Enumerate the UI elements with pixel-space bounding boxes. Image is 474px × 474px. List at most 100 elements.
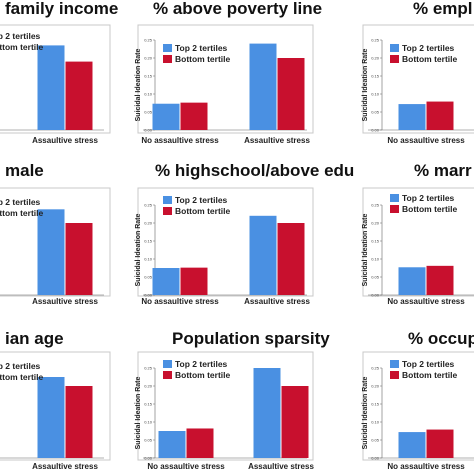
bar-bottom-tertile — [277, 58, 305, 130]
bar-bottom-tertile — [65, 386, 93, 458]
category-label: No assaultive stress — [387, 297, 465, 306]
bar-top-2-tertiles — [398, 432, 426, 458]
bar-top-2-tertiles — [158, 431, 186, 458]
y-tick-label: 0.15 — [371, 239, 380, 244]
bar-bottom-tertile — [426, 265, 454, 295]
y-tick-label: 0.05 — [371, 275, 380, 280]
panel-title: % highschool/above edu — [155, 161, 355, 180]
y-tick-label: 0.15 — [144, 402, 153, 407]
legend-label-bottom-tertile: Bottom tertile — [175, 54, 231, 64]
category-label: Assaultive stress — [248, 462, 314, 471]
bar-bottom-tertile — [65, 223, 93, 295]
y-axis-label: Suicidal Ideation Rate — [135, 49, 142, 122]
category-label: No assaultive stress — [387, 136, 465, 145]
legend-swatch-top-2-tertiles — [390, 44, 399, 52]
y-tick-label: 0.10 — [371, 420, 380, 425]
y-tick-label: 0.20 — [371, 221, 380, 226]
bar-bottom-tertile — [426, 429, 454, 458]
y-tick-label: 0.05 — [371, 110, 380, 115]
y-tick-label: 0.10 — [371, 257, 380, 262]
legend-label-bottom-tertile: Bottom tertile — [402, 370, 458, 380]
legend-label-top-2-tertiles: Top 2 tertiles — [402, 359, 455, 369]
y-tick-label: 0.25 — [144, 366, 153, 371]
bar-top-2-tertiles — [37, 377, 65, 458]
legend-label-bottom-tertile: Bottom tertile — [402, 54, 458, 64]
y-axis-label: Suicidal Ideation Rate — [135, 214, 142, 287]
y-axis-label: Suicidal Ideation Rate — [362, 49, 369, 122]
y-tick-label: 0.15 — [371, 74, 380, 79]
legend-swatch-bottom-tertile — [163, 371, 172, 379]
category-label: Assaultive stress — [32, 462, 98, 471]
bar-top-2-tertiles — [37, 45, 65, 130]
category-label: Assaultive stress — [244, 297, 310, 306]
bar-bottom-tertile — [281, 386, 309, 458]
bar-top-2-tertiles — [249, 215, 277, 295]
legend-label-top-2-tertiles: Top 2 tertiles — [175, 195, 228, 205]
legend-label-bottom-tertile: Bottom tertile — [175, 206, 231, 216]
legend-swatch-top-2-tertiles — [163, 196, 172, 204]
category-label: Assaultive stress — [32, 136, 98, 145]
legend-swatch-top-2-tertiles — [390, 360, 399, 368]
legend-swatch-bottom-tertile — [390, 55, 399, 63]
legend-swatch-top-2-tertiles — [390, 194, 399, 202]
bar-bottom-tertile — [180, 102, 208, 130]
legend-swatch-bottom-tertile — [163, 207, 172, 215]
category-label: No assaultive stress — [141, 136, 219, 145]
legend-label-top-2-tertiles: Top 2 tertiles — [0, 31, 41, 41]
legend-swatch-bottom-tertile — [163, 55, 172, 63]
y-axis-label: Suicidal Ideation Rate — [362, 377, 369, 450]
bar-bottom-tertile — [186, 428, 214, 458]
category-label: No assaultive stress — [387, 462, 465, 471]
y-tick-label: 0.15 — [144, 74, 153, 79]
bar-bottom-tertile — [426, 101, 454, 130]
bar-top-2-tertiles — [249, 43, 277, 130]
panel-title: male — [5, 161, 44, 180]
y-tick-label: 0.15 — [144, 239, 153, 244]
y-axis-label: Suicidal Ideation Rate — [362, 214, 369, 287]
y-tick-label: 0.25 — [371, 38, 380, 43]
bar-top-2-tertiles — [398, 104, 426, 130]
bar-bottom-tertile — [65, 61, 93, 130]
y-tick-label: 0.20 — [144, 56, 153, 61]
y-tick-label: 0.20 — [144, 384, 153, 389]
legend-label-top-2-tertiles: Top 2 tertiles — [402, 43, 455, 53]
y-tick-label: 0.25 — [371, 366, 380, 371]
panel-title: % empl — [413, 0, 473, 18]
legend-label-bottom-tertile: Bottom tertile — [0, 208, 44, 218]
bar-bottom-tertile — [180, 267, 208, 295]
bar-top-2-tertiles — [398, 267, 426, 295]
panel-title: % marr — [414, 161, 472, 180]
y-tick-label: 0.10 — [371, 92, 380, 97]
y-tick-label: 0.10 — [144, 92, 153, 97]
panel-title: Population sparsity — [172, 329, 330, 348]
y-tick-label: 0.05 — [144, 110, 153, 115]
legend-swatch-bottom-tertile — [390, 205, 399, 213]
panel-title: family income — [5, 0, 119, 18]
bar-top-2-tertiles — [152, 268, 180, 295]
panel-title: % occupie — [408, 329, 474, 348]
legend-label-top-2-tertiles: Top 2 tertiles — [0, 361, 41, 371]
panel-title: % above poverty line — [153, 0, 323, 18]
y-tick-label: 0.15 — [371, 402, 380, 407]
legend-label-bottom-tertile: Bottom tertile — [0, 42, 44, 52]
legend-label-top-2-tertiles: Top 2 tertiles — [402, 193, 455, 203]
y-tick-label: 0.25 — [371, 203, 380, 208]
y-tick-label: 0.25 — [144, 38, 153, 43]
legend-label-bottom-tertile: Bottom tertile — [175, 370, 231, 380]
category-label: No assaultive stress — [141, 297, 219, 306]
category-label: No assaultive stress — [147, 462, 225, 471]
panel-title: ian age — [5, 329, 64, 348]
legend-swatch-top-2-tertiles — [163, 360, 172, 368]
legend-label-bottom-tertile: Bottom tertile — [0, 372, 44, 382]
y-tick-label: 0.05 — [371, 438, 380, 443]
legend-label-bottom-tertile: Bottom tertile — [402, 204, 458, 214]
y-tick-label: 0.05 — [144, 275, 153, 280]
y-tick-label: 0.20 — [371, 384, 380, 389]
y-tick-label: 0.25 — [144, 203, 153, 208]
y-tick-label: 0.20 — [371, 56, 380, 61]
y-tick-label: 0.05 — [144, 438, 153, 443]
legend-swatch-bottom-tertile — [390, 371, 399, 379]
category-label: Assaultive stress — [244, 136, 310, 145]
